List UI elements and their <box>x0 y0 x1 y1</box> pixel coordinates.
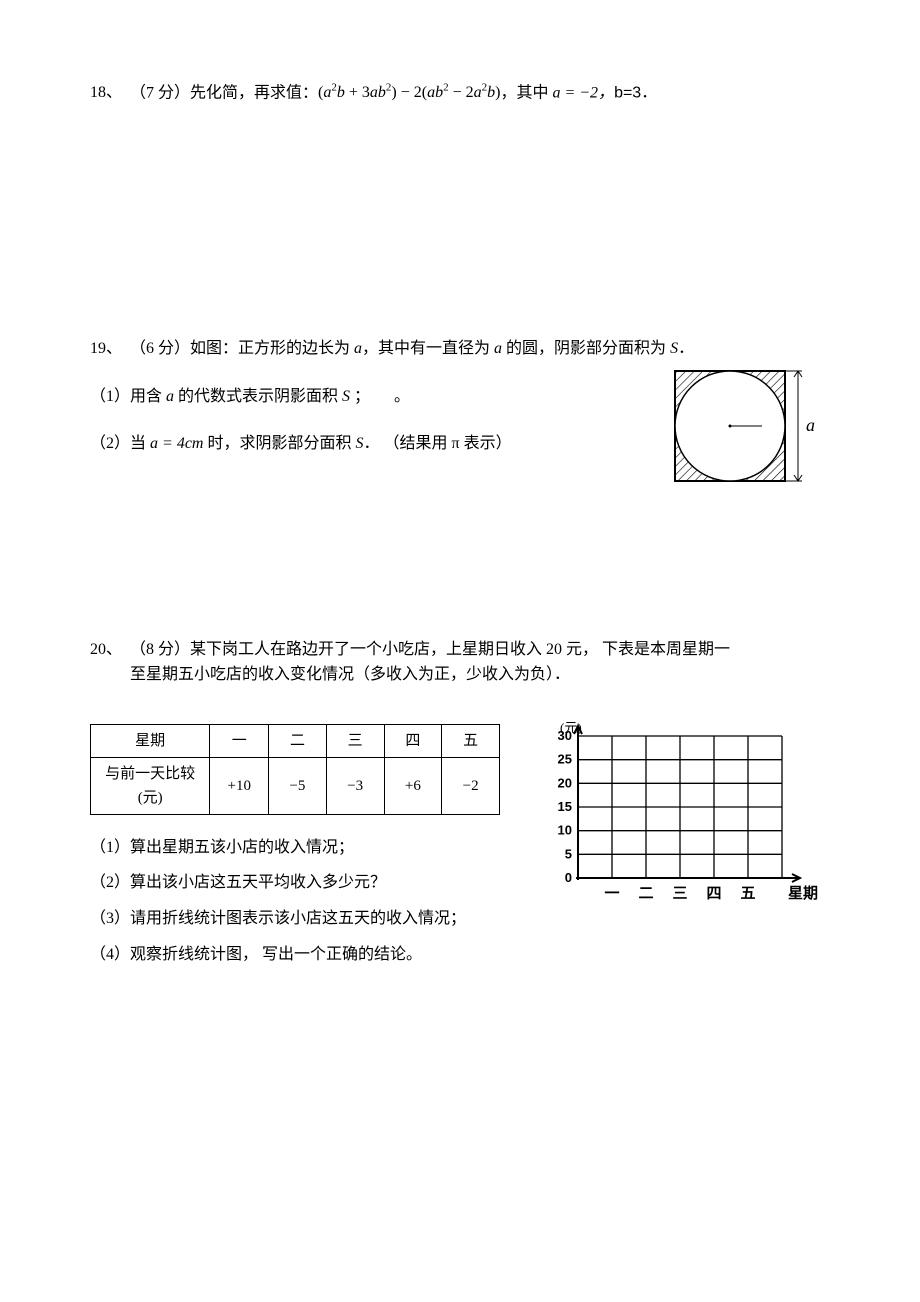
svg-text:一: 一 <box>604 886 619 902</box>
expression: (a2b + 3ab2) − 2(ab2 − 2a2b) <box>318 84 500 101</box>
problem-19-stem: 19、 （6 分）如图：正方形的边长为 a，其中有一直径为 a 的圆，阴影部分面… <box>90 336 830 362</box>
svg-text:20: 20 <box>558 775 572 790</box>
svg-text:10: 10 <box>558 823 572 838</box>
b-equals: b=3． <box>614 84 657 101</box>
stem-line2: 至星期五小吃店的收入变化情况（多收入为正，少收入为负）． <box>130 662 830 688</box>
problem-20-body: 星期 一 二 三 四 五 与前一天比较(元) +10 −5 −3 +6 −2 （ <box>90 718 830 967</box>
row2-label: 与前一天比较(元) <box>91 757 210 814</box>
var-S: S <box>342 388 350 405</box>
var-a: a <box>494 340 502 357</box>
spacer <box>90 517 830 637</box>
points-label: （6 分） <box>130 340 190 357</box>
stem-part2: ，其中有一直径为 <box>362 340 494 357</box>
var-a: a <box>354 340 362 357</box>
problem-text: （6 分）如图：正方形的边长为 a，其中有一直径为 a 的圆，阴影部分面积为 S… <box>130 336 694 362</box>
svg-text:星期: 星期 <box>788 884 818 902</box>
problem-19: 19、 （6 分）如图：正方形的边长为 a，其中有一直径为 a 的圆，阴影部分面… <box>90 336 830 457</box>
period: ． <box>678 340 694 357</box>
svg-text:二: 二 <box>638 886 653 902</box>
svg-text:30: 30 <box>558 728 572 743</box>
row1-val: 三 <box>326 724 384 757</box>
row1-val: 五 <box>442 724 500 757</box>
svg-text:15: 15 <box>558 799 572 814</box>
problem-number: 19、 <box>90 336 130 362</box>
stem-part3: 的圆，阴影部分面积为 <box>502 340 670 357</box>
svg-text:5: 5 <box>565 846 572 861</box>
svg-text:25: 25 <box>558 752 572 767</box>
lead-text: 先化简，再求值： <box>190 84 318 101</box>
var-a: a <box>166 388 174 405</box>
sub-question: （2）算出该小店这五天平均收入多少元？ <box>90 870 500 896</box>
table-row: 星期 一 二 三 四 五 <box>91 724 500 757</box>
sub2-pre: （2）当 <box>90 435 150 452</box>
spacer <box>90 166 830 336</box>
problem-18-stem: 18、 （7 分）先化简，再求值：(a2b + 3ab2) − 2(ab2 − … <box>90 80 830 106</box>
table-row: 与前一天比较(元) +10 −5 −3 +6 −2 <box>91 757 500 814</box>
dim-label-a: a <box>806 415 815 435</box>
blank-line-chart: (元)302520151050一二三四五星期 <box>530 718 830 927</box>
chart-svg: (元)302520151050一二三四五星期 <box>530 718 830 918</box>
svg-text:五: 五 <box>740 886 755 902</box>
problem-20-left: 星期 一 二 三 四 五 与前一天比较(元) +10 −5 −3 +6 −2 （ <box>90 718 500 967</box>
problem-20: 20、 （8 分）某下岗工人在路边开了一个小吃店，上星期日收入 20 元， 下表… <box>90 637 830 968</box>
points-label: （7 分） <box>130 84 190 101</box>
income-table: 星期 一 二 三 四 五 与前一天比较(元) +10 −5 −3 +6 −2 <box>90 724 500 815</box>
problem-18: 18、 （7 分）先化简，再求值：(a2b + 3ab2) − 2(ab2 − … <box>90 80 830 106</box>
a-eq-4: a = 4cm <box>150 435 203 452</box>
row2-val: +6 <box>384 757 442 814</box>
sub1-mid: 的代数式表示阴影面积 <box>174 388 342 405</box>
problem-text: （7 分）先化简，再求值：(a2b + 3ab2) − 2(ab2 − 2a2b… <box>130 80 657 106</box>
row2-val: −2 <box>442 757 500 814</box>
svg-text:三: 三 <box>672 886 687 902</box>
row2-val: +10 <box>210 757 269 814</box>
svg-text:四: 四 <box>706 886 721 902</box>
row1-val: 四 <box>384 724 442 757</box>
tail-text: ，其中 <box>500 84 552 101</box>
a-equals: a = −2， <box>552 84 614 101</box>
sub-question: （1）算出星期五该小店的收入情况； <box>90 835 500 861</box>
square-circle-figure: a <box>670 361 820 500</box>
problem-text: （8 分）某下岗工人在路边开了一个小吃店，上星期日收入 20 元， 下表是本周星… <box>130 637 730 663</box>
stem-line1: 某下岗工人在路边开了一个小吃店，上星期日收入 20 元， 下表是本周星期一 <box>190 641 730 658</box>
points-label: （8 分） <box>130 641 190 658</box>
problem-number: 18、 <box>90 80 130 106</box>
sub-question: （3）请用折线统计图表示该小店这五天的收入情况； <box>90 906 500 932</box>
sub1-pre: （1）用含 <box>90 388 166 405</box>
problem-20-subs: （1）算出星期五该小店的收入情况； （2）算出该小店这五天平均收入多少元？ （3… <box>90 835 500 967</box>
problem-20-stem: 20、 （8 分）某下岗工人在路边开了一个小吃店，上星期日收入 20 元， 下表… <box>90 637 830 663</box>
stem-part1: 如图：正方形的边长为 <box>190 340 354 357</box>
figure-svg: a <box>670 361 820 491</box>
problem-number: 20、 <box>90 637 130 663</box>
row2-val: −3 <box>326 757 384 814</box>
row1-label: 星期 <box>91 724 210 757</box>
var-S: S <box>670 340 678 357</box>
row1-val: 二 <box>269 724 327 757</box>
sub2-end: ． （结果用 π 表示） <box>363 435 511 452</box>
sub-question: （4）观察折线统计图， 写出一个正确的结论。 <box>90 942 500 968</box>
sub2-mid: 时，求阴影部分面积 <box>203 435 355 452</box>
row1-val: 一 <box>210 724 269 757</box>
sub1-end: ； 。 <box>350 388 410 405</box>
row2-val: −5 <box>269 757 327 814</box>
svg-text:0: 0 <box>565 870 572 885</box>
